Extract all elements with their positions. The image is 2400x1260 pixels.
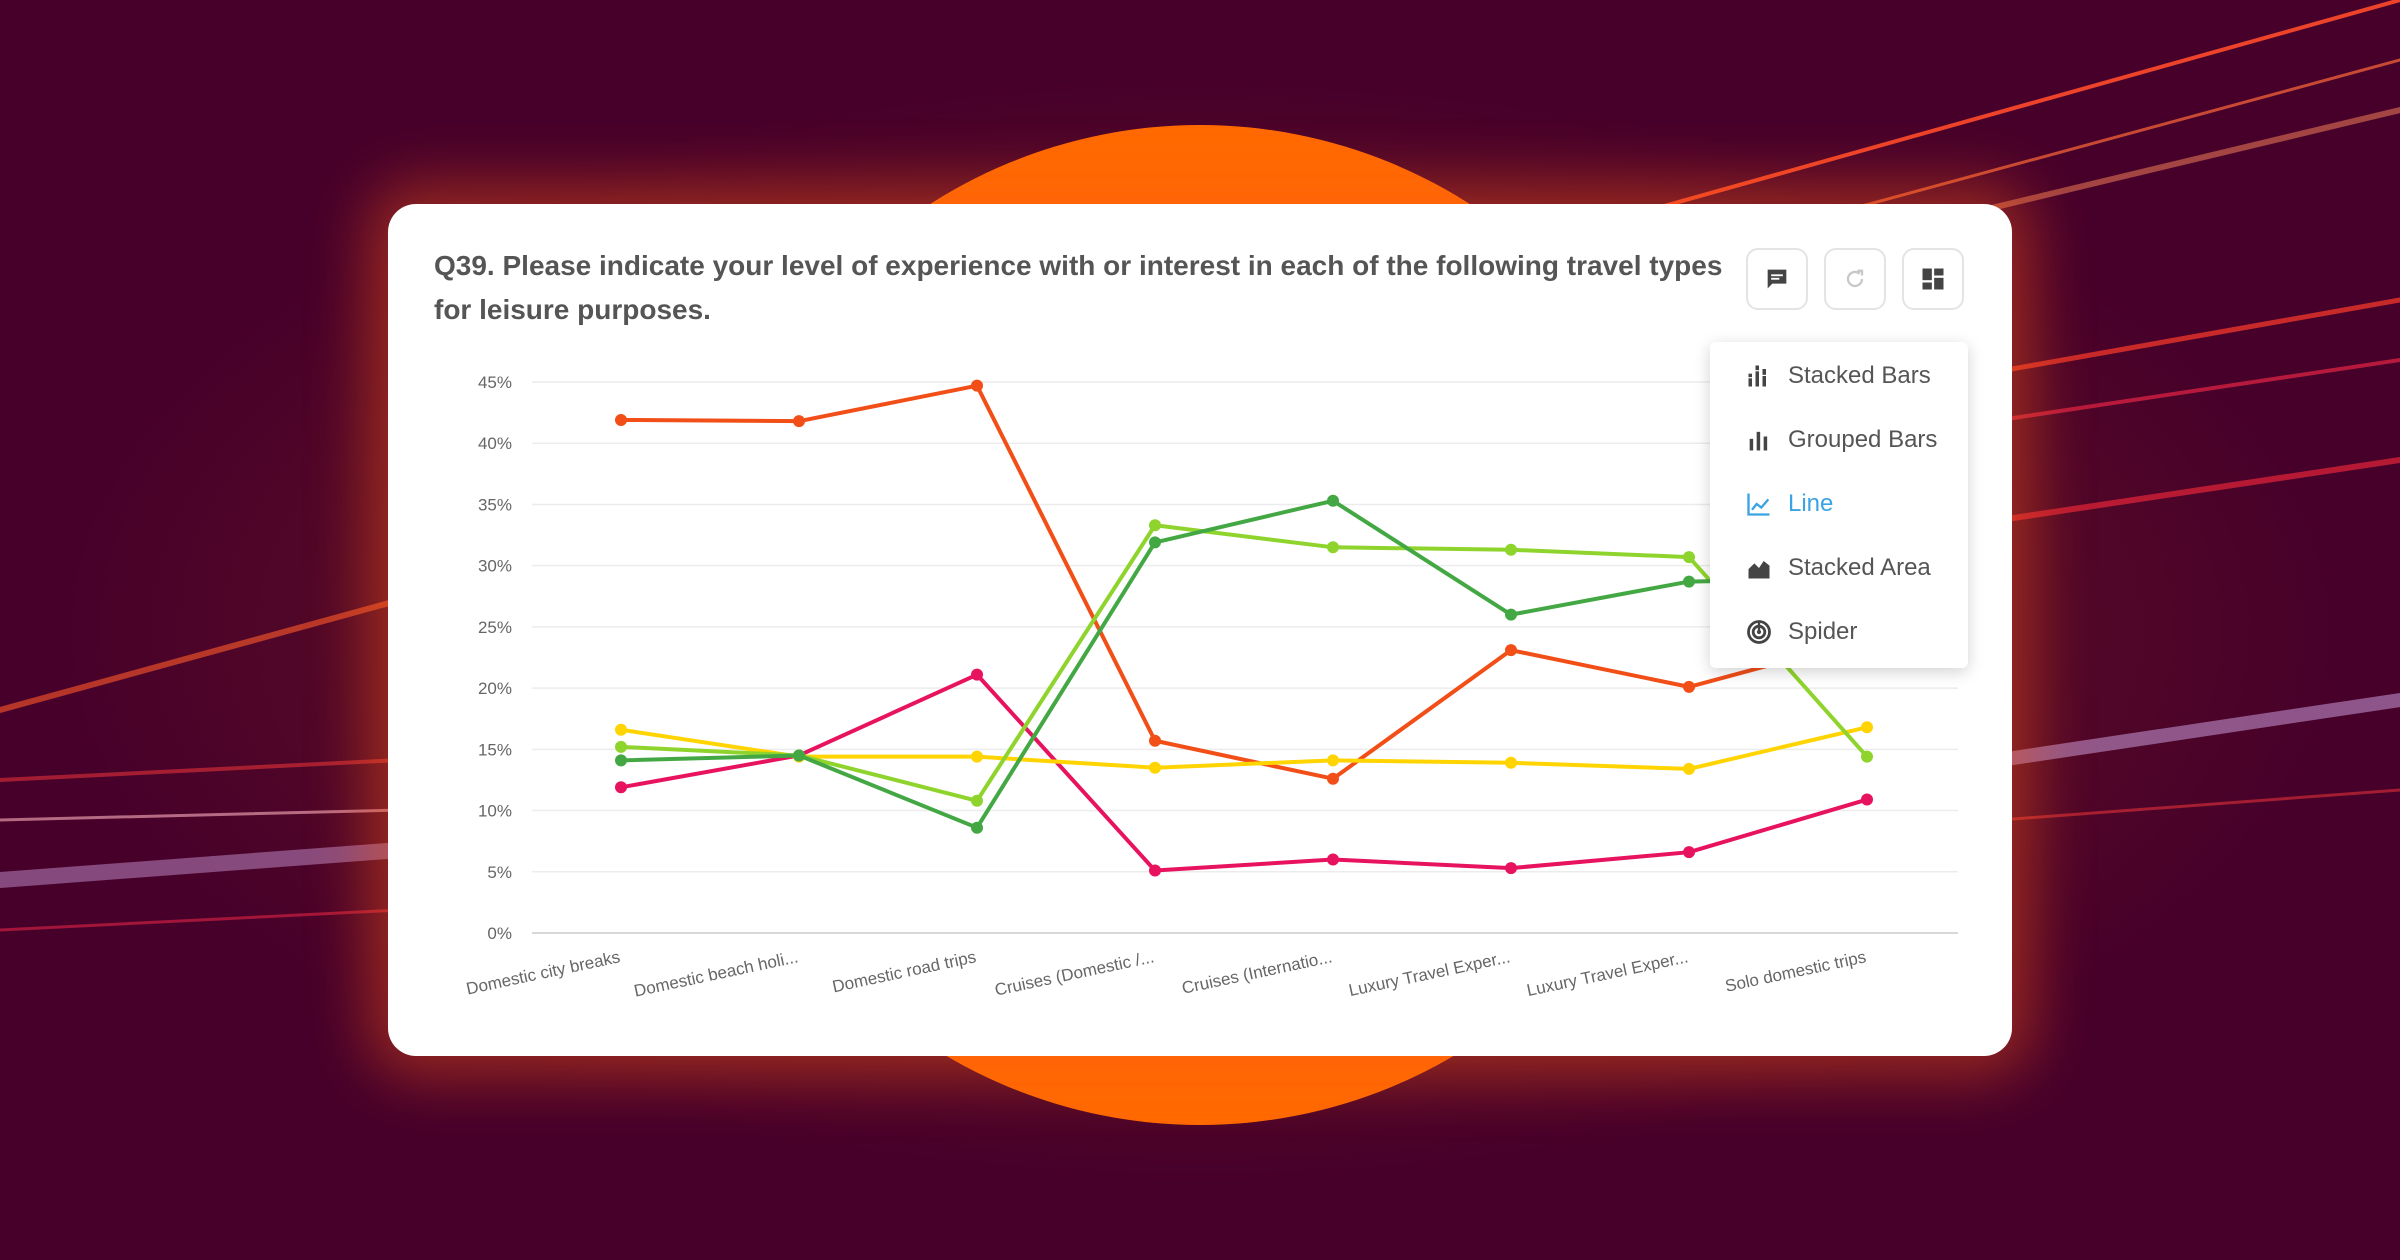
- y-tick-label: 30%: [478, 557, 512, 576]
- chart-type-menu: Stacked Bars Grouped Bars Line Stacked A…: [1710, 342, 1968, 668]
- data-point: [615, 723, 627, 736]
- data-point: [1861, 750, 1873, 763]
- y-tick-label: 5%: [487, 863, 512, 882]
- grouped-bars-icon: [1744, 425, 1774, 455]
- data-point: [1683, 575, 1695, 588]
- data-point: [615, 740, 627, 753]
- stacked-area-icon: [1744, 553, 1774, 583]
- data-point: [1327, 754, 1339, 767]
- stacked-bars-icon: [1744, 361, 1774, 391]
- data-point: [1505, 862, 1517, 875]
- x-tick-label: Cruises (Domestic /...: [993, 947, 1156, 999]
- data-point: [615, 754, 627, 767]
- data-point: [971, 379, 983, 392]
- menu-item-label: Grouped Bars: [1788, 426, 1938, 453]
- refresh-button[interactable]: [1824, 248, 1886, 310]
- series-line: [620, 383, 1868, 781]
- y-tick-label: 25%: [478, 618, 512, 637]
- y-tick-label: 45%: [478, 373, 512, 392]
- menu-item-label: Stacked Bars: [1788, 362, 1931, 389]
- series-line: [620, 725, 1868, 771]
- menu-item-label: Stacked Area: [1788, 554, 1931, 581]
- data-point: [1149, 864, 1161, 877]
- series-line: [620, 672, 1868, 873]
- menu-item-spider[interactable]: Spider: [1710, 602, 1968, 662]
- dashboard-icon: [1922, 268, 1944, 290]
- spider-icon: [1744, 617, 1774, 647]
- x-tick-label: Solo domestic trips: [1723, 947, 1867, 995]
- data-point: [1149, 519, 1161, 532]
- data-point: [971, 794, 983, 807]
- comment-icon: [1767, 269, 1787, 289]
- menu-item-label: Spider: [1788, 618, 1858, 645]
- y-tick-label: 20%: [478, 679, 512, 698]
- data-point: [1149, 761, 1161, 774]
- data-point: [793, 415, 805, 428]
- menu-item-grouped-bars[interactable]: Grouped Bars: [1710, 410, 1968, 470]
- series-line: [620, 498, 1868, 830]
- data-point: [1149, 734, 1161, 747]
- data-point: [1327, 772, 1339, 785]
- data-point: [971, 750, 983, 763]
- x-tick-label: Domestic city breaks: [464, 947, 621, 998]
- question-title: Q39. Please indicate your level of exper…: [434, 250, 1723, 325]
- x-tick-label: Luxury Travel Exper...: [1347, 947, 1512, 1000]
- data-point: [615, 781, 627, 794]
- menu-item-stacked-bars[interactable]: Stacked Bars: [1710, 346, 1968, 406]
- menu-item-label: Line: [1788, 490, 1834, 517]
- line-chart: 0% 5% 10% 15% 20% 25% 30% 35% 40% 45% Domestic cit…: [464, 373, 1958, 1001]
- comment-button[interactable]: [1746, 248, 1808, 310]
- data-point: [1327, 541, 1339, 554]
- data-point: [1861, 721, 1873, 734]
- chart-type-button[interactable]: [1902, 248, 1964, 310]
- data-point: [1683, 680, 1695, 693]
- y-tick-label: 40%: [478, 434, 512, 453]
- line-chart-icon: [1744, 489, 1774, 519]
- refresh-icon: [1846, 269, 1864, 288]
- data-point: [615, 413, 627, 426]
- y-tick-label: 0%: [487, 924, 512, 943]
- data-point: [1683, 762, 1695, 775]
- data-point: [1327, 494, 1339, 507]
- data-point: [1505, 608, 1517, 621]
- data-point: [1683, 846, 1695, 859]
- series-line: [620, 523, 1869, 803]
- y-tick-label: 15%: [478, 740, 512, 759]
- data-point: [793, 749, 805, 762]
- data-point: [1505, 644, 1517, 657]
- x-tick-label: Domestic beach holi...: [632, 947, 800, 1000]
- data-point: [1683, 551, 1695, 564]
- x-tick-label: Luxury Travel Exper...: [1525, 947, 1690, 1000]
- x-tick-label: Cruises (Internatio...: [1180, 947, 1334, 997]
- y-tick-label: 35%: [478, 495, 512, 514]
- data-point: [1861, 793, 1873, 806]
- survey-chart-card: Q39. Please indicate your level of exper…: [388, 204, 2012, 1056]
- data-point: [971, 821, 983, 834]
- y-tick-label: 10%: [478, 802, 512, 821]
- menu-item-stacked-area[interactable]: Stacked Area: [1710, 538, 1968, 598]
- x-tick-label: Domestic road trips: [831, 947, 978, 996]
- menu-item-line[interactable]: Line: [1710, 474, 1968, 534]
- data-point: [971, 668, 983, 681]
- data-point: [1327, 853, 1339, 866]
- data-point: [1149, 536, 1161, 549]
- data-point: [1505, 543, 1517, 556]
- data-point: [1505, 756, 1517, 769]
